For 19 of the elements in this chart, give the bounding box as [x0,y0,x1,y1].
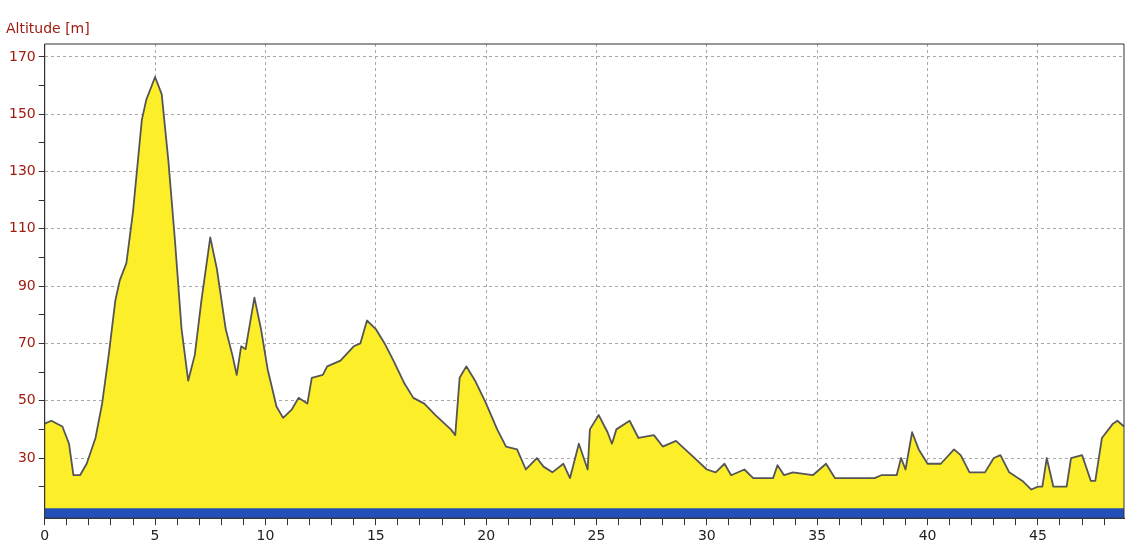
x-tick-label: 15 [366,527,385,544]
y-tick-label: 110 [8,219,36,236]
y-tick-label: 150 [8,104,36,121]
x-tick-label: 20 [477,527,496,544]
x-tick-label: 25 [587,527,606,544]
y-tick-label: 70 [17,334,36,351]
x-tick-label: 0 [40,527,50,544]
y-tick-label: 50 [17,391,36,408]
x-tick-label: 35 [808,527,827,544]
x-tick-label: 40 [918,527,937,544]
y-axis-title: Altitude [m] [6,20,90,36]
x-tick-label: 45 [1029,527,1047,544]
y-tick-label: 170 [8,47,36,64]
y-tick-label: 90 [17,276,36,293]
x-tick-label: 10 [256,527,275,544]
y-tick-label: 130 [8,162,36,179]
x-tick-label: 30 [697,527,716,544]
y-tick-label: 30 [17,448,36,465]
x-tick-label: 5 [150,527,160,544]
